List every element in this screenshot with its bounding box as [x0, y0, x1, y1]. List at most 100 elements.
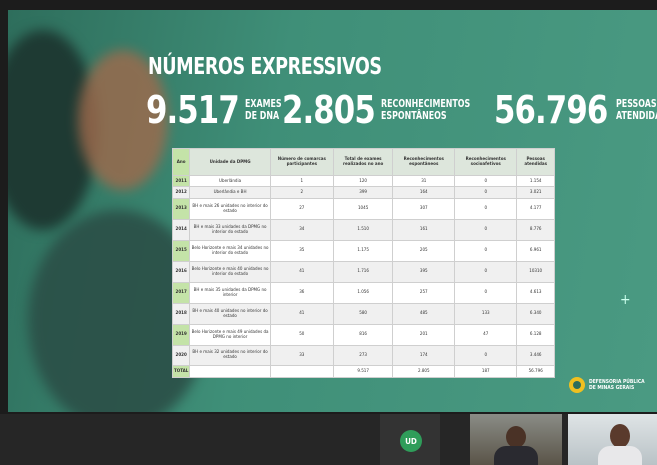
- table-cell: 2011: [173, 176, 190, 187]
- table-cell: 27: [270, 198, 333, 219]
- table-cell: 161: [393, 219, 455, 240]
- participant-video[interactable]: [470, 414, 562, 465]
- table-cell: 2013: [173, 198, 190, 219]
- stat-label-line: DE DNA: [245, 110, 282, 122]
- column-header: Total de exames realizados no ano: [333, 149, 393, 176]
- stat-value: 2.805: [282, 88, 375, 132]
- table-cell: 1.716: [333, 261, 393, 282]
- table-cell: 0: [455, 345, 517, 366]
- column-header: Número de comarcas participantes: [270, 149, 333, 176]
- table-cell: 41: [270, 261, 333, 282]
- table-cell: 1.510: [333, 219, 393, 240]
- table-cell: 2014: [173, 219, 190, 240]
- table-cell: Uberlândia: [190, 176, 270, 187]
- table-cell: 6.128: [517, 324, 555, 345]
- table-cell: 201: [393, 324, 455, 345]
- table-cell: 273: [333, 345, 393, 366]
- table-cell: 56.796: [517, 366, 555, 378]
- participant-video[interactable]: [568, 414, 657, 465]
- table-cell: Uberlândia e BH: [190, 187, 270, 198]
- table-cell: [270, 366, 333, 378]
- table-cell: 1: [270, 176, 333, 187]
- participant-tile[interactable]: UD: [380, 414, 440, 465]
- table-cell: 4.177: [517, 198, 555, 219]
- avatar: UD: [400, 430, 422, 452]
- table-cell: 307: [393, 198, 455, 219]
- table-cell: 0: [455, 219, 517, 240]
- table-row: 2019Belo Horizonte e mais 49 unidades da…: [173, 324, 555, 345]
- table-cell: 580: [333, 303, 393, 324]
- table-cell: 0: [455, 240, 517, 261]
- table-cell: BH e mais 26 unidades no interior do est…: [190, 198, 270, 219]
- table-cell: 6.340: [517, 303, 555, 324]
- table-cell: 3.021: [517, 187, 555, 198]
- logo-text: DE MINAS GERAIS: [589, 385, 645, 391]
- table-cell: 1.154: [517, 176, 555, 187]
- person: [598, 446, 642, 465]
- table-cell: 10310: [517, 261, 555, 282]
- table-cell: 187: [455, 366, 517, 378]
- table-cell: Belo Horizonte e mais 49 unidades da DPM…: [190, 324, 270, 345]
- slide-title: NÚMEROS EXPRESSIVOS: [148, 54, 382, 80]
- table-cell: 0: [455, 261, 517, 282]
- column-header: Pessoas atendidas: [517, 149, 555, 176]
- column-header: Ano: [173, 149, 190, 176]
- table-cell: 4.613: [517, 282, 555, 303]
- table-cell: BH e mais 33 unidades da DPMG no interio…: [190, 219, 270, 240]
- table-cell: 205: [393, 240, 455, 261]
- table-cell: [190, 366, 270, 378]
- table-cell: 47: [455, 324, 517, 345]
- table-cell: 8.776: [517, 219, 555, 240]
- table-cell: 2012: [173, 187, 190, 198]
- stat-label: PESSOASATENDIDAS: [616, 98, 657, 122]
- plus-icon: +: [620, 292, 631, 308]
- table-cell: 1045: [333, 198, 393, 219]
- table-cell: 2019: [173, 324, 190, 345]
- table-cell: 35: [270, 240, 333, 261]
- table-cell: 2.805: [393, 366, 455, 378]
- table-cell: 31: [393, 176, 455, 187]
- table-cell: BH e mais 35 unidades da DPMG no interio…: [190, 282, 270, 303]
- table-cell: 3.446: [517, 345, 555, 366]
- stat-label-line: ESPONTÂNEOS: [381, 110, 470, 122]
- table-cell: 34: [270, 219, 333, 240]
- table-cell: 41: [270, 303, 333, 324]
- table-cell: 36: [270, 282, 333, 303]
- table-cell: 0: [455, 176, 517, 187]
- table-cell: 2020: [173, 345, 190, 366]
- stat-value: 9.517: [146, 88, 239, 132]
- table-cell: BH e mais 40 unidades no interior do est…: [190, 303, 270, 324]
- table-cell: 9.517: [333, 366, 393, 378]
- table-cell: 33: [270, 345, 333, 366]
- participant-bar: UD: [0, 414, 657, 465]
- table-cell: 2017: [173, 282, 190, 303]
- table-cell: 395: [393, 261, 455, 282]
- table-cell: 399: [333, 187, 393, 198]
- logo-icon: [568, 376, 586, 394]
- table-cell: 0: [455, 198, 517, 219]
- table-cell: 1.056: [333, 282, 393, 303]
- table-cell: Belo Horizonte e mais 34 unidades no int…: [190, 240, 270, 261]
- table-cell: 174: [393, 345, 455, 366]
- table-cell: 120: [333, 176, 393, 187]
- person: [494, 446, 538, 465]
- table-cell: 2015: [173, 240, 190, 261]
- table-cell: 485: [393, 303, 455, 324]
- table-cell: 0: [455, 187, 517, 198]
- column-header: Reconhecimentos socioafetivos: [455, 149, 517, 176]
